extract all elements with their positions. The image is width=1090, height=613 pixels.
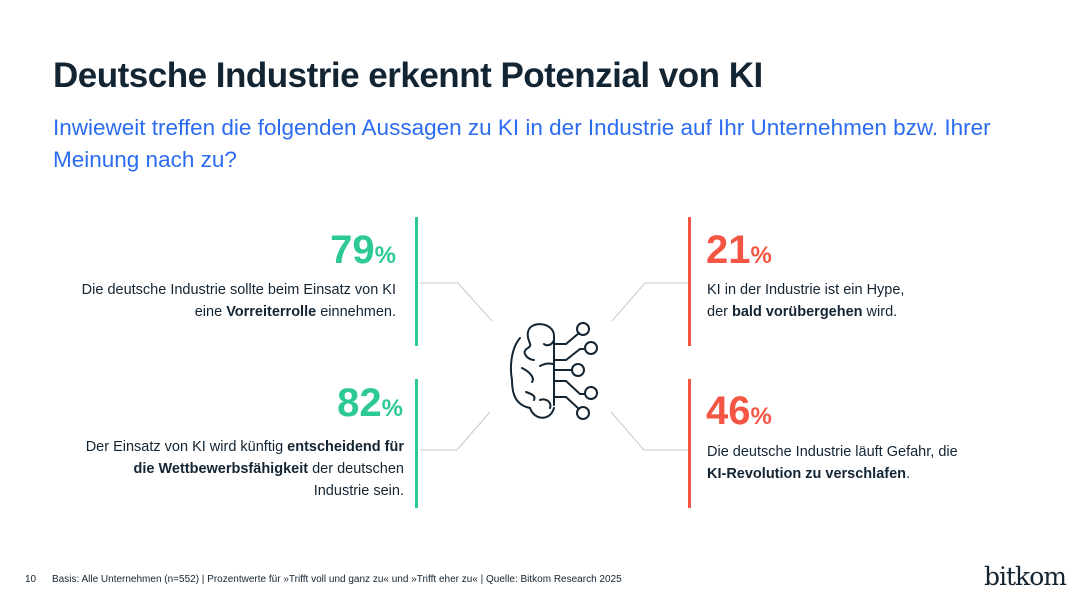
page-title: Deutsche Industrie erkennt Potenzial von…: [53, 56, 763, 95]
subtitle: Inwieweit treffen die folgenden Aussagen…: [53, 115, 991, 172]
stat-percent: 79%: [330, 228, 396, 272]
stat-text: Die deutsche Industrie läuft Gefahr, die…: [707, 444, 958, 482]
stat-text: Die deutsche Industrie sollte beim Einsa…: [81, 282, 396, 320]
page-number: 10: [25, 574, 37, 585]
connector-bottom-right: [610, 411, 688, 451]
stat-percent: 21%: [706, 228, 772, 272]
accent-bar: [688, 379, 691, 508]
brain-circuit-icon: [510, 322, 598, 420]
connector-top-left: [420, 282, 493, 322]
stat-text: Der Einsatz von KI wird künftig entschei…: [85, 439, 404, 499]
stat-percent: 46%: [706, 389, 772, 433]
bitkom-logo: bitkom: [984, 562, 1067, 591]
connector-top-right: [611, 282, 688, 322]
stat-percent: 82%: [337, 381, 403, 425]
accent-bar: [688, 217, 691, 346]
accent-bar: [415, 217, 418, 346]
accent-bar: [415, 379, 418, 508]
source-note: Basis: Alle Unternehmen (n=552) | Prozen…: [52, 574, 622, 585]
connector-bottom-left: [420, 411, 491, 451]
stat-text: KI in der Industrie ist ein Hype, der ba…: [707, 282, 905, 320]
